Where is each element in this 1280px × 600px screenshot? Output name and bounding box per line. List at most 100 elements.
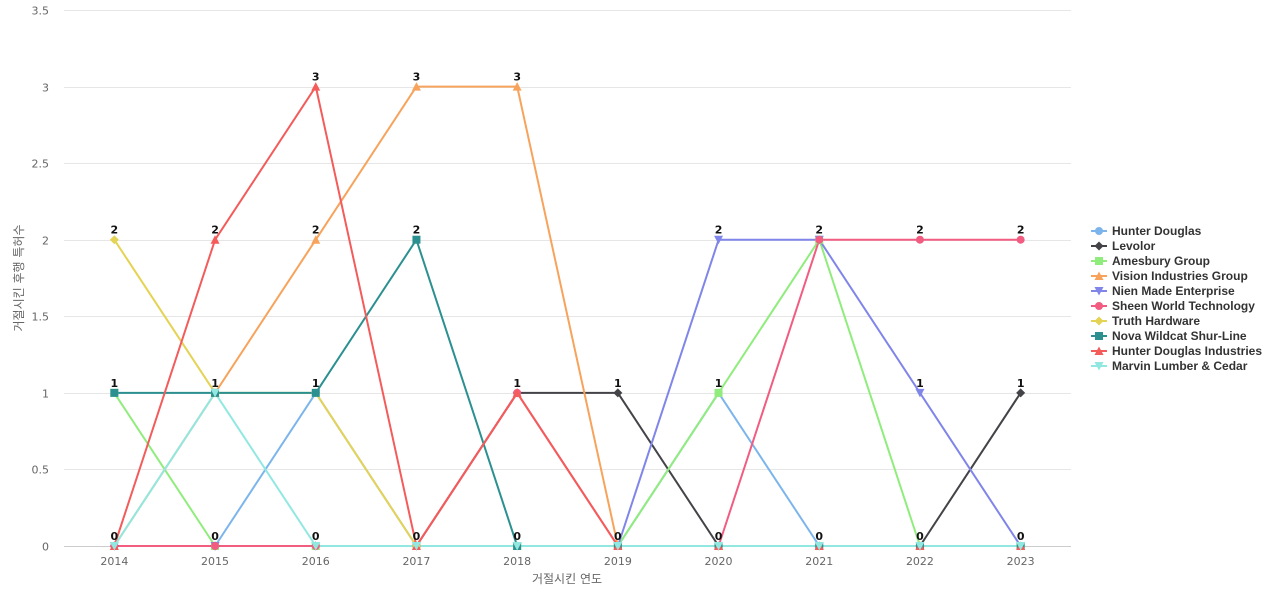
- x-tick-label: 2017: [402, 555, 430, 568]
- data-label: 0: [614, 530, 622, 543]
- data-label: 1: [916, 377, 924, 390]
- legend-item[interactable]: Hunter Douglas Industries: [1091, 344, 1262, 358]
- legend-item[interactable]: Truth Hardware: [1091, 314, 1200, 328]
- legend-label: Nova Wildcat Shur-Line: [1112, 329, 1247, 343]
- data-label: 2: [211, 224, 219, 237]
- data-label: 1: [211, 377, 219, 390]
- data-label: 3: [312, 71, 320, 84]
- data-point: [714, 542, 724, 551]
- legend-marker: [1095, 332, 1103, 340]
- legend-label: Levolor: [1112, 239, 1156, 253]
- data-point: [915, 388, 925, 398]
- data-label: 2: [413, 224, 421, 237]
- x-tick-label: 2021: [805, 555, 833, 568]
- data-point: [714, 388, 723, 397]
- legend-marker: [1095, 227, 1103, 235]
- data-point: [110, 388, 119, 397]
- data-point: [512, 388, 522, 397]
- y-tick-label: 0.5: [32, 464, 50, 477]
- data-point: [211, 542, 220, 550]
- data-point: [915, 235, 924, 244]
- data-label: 2: [1017, 224, 1025, 237]
- legend-label: Hunter Douglas: [1112, 224, 1202, 238]
- data-point: [512, 82, 522, 91]
- legend-item[interactable]: Marvin Lumber & Cedar: [1091, 359, 1248, 373]
- legend-marker: [1094, 241, 1104, 251]
- data-label: 1: [312, 377, 320, 390]
- legend-label: Amesbury Group: [1112, 254, 1210, 268]
- data-label: 0: [111, 530, 119, 543]
- data-label: 0: [715, 530, 723, 543]
- x-tick-label: 2018: [503, 555, 531, 568]
- data-point: [815, 235, 824, 244]
- data-labels: 0 1 2 0 1 2 1 0 2 3 0 3 2 0 1 3 0 1 1 0 2 0 2 0 1 2 0 1 2: [111, 71, 1025, 543]
- series-markers: [109, 82, 1026, 551]
- data-label: 1: [614, 377, 622, 390]
- legend-marker: [1095, 302, 1103, 310]
- y-tick-label: 3.5: [32, 5, 50, 18]
- data-point: [411, 82, 421, 91]
- data-point: [210, 235, 220, 244]
- legend-marker: [1095, 257, 1103, 265]
- data-label: 3: [513, 71, 521, 84]
- y-tick-label: 2.5: [32, 158, 50, 171]
- data-label: 2: [916, 224, 924, 237]
- data-label: 0: [815, 530, 823, 543]
- data-label: 2: [715, 224, 723, 237]
- legend-label: Hunter Douglas Industries: [1112, 344, 1262, 358]
- y-tick-label: 1: [42, 388, 49, 401]
- x-tick-label: 2015: [201, 555, 229, 568]
- y-axis-title: 거절시킨 후행 특허수: [11, 225, 26, 332]
- legend-item[interactable]: Sheen World Technology: [1091, 299, 1255, 313]
- x-tick-label: 2023: [1007, 555, 1035, 568]
- y-tick-label: 3: [42, 82, 49, 95]
- data-label: 2: [111, 224, 119, 237]
- x-axis-ticks: 2014 2015 2016 2017 2018 2019 2020 2021 2022 2023: [100, 555, 1034, 568]
- data-label: 0: [312, 530, 320, 543]
- legend-marker: [1094, 287, 1104, 296]
- data-label: 0: [1017, 530, 1025, 543]
- legend-label: Nien Made Enterprise: [1112, 284, 1235, 298]
- data-point: [311, 388, 320, 397]
- data-label: 2: [815, 224, 823, 237]
- series-line: [113, 391, 1022, 547]
- data-label: 0: [513, 530, 521, 543]
- legend-item[interactable]: Levolor: [1091, 239, 1156, 253]
- x-tick-label: 2016: [302, 555, 330, 568]
- data-point: [411, 542, 421, 551]
- data-point: [1016, 388, 1026, 398]
- y-tick-label: 1.5: [32, 311, 50, 324]
- data-label: 1: [715, 377, 723, 390]
- data-point: [1016, 235, 1025, 244]
- legend-item[interactable]: Amesbury Group: [1091, 254, 1210, 268]
- data-point: [210, 388, 220, 398]
- data-point: [814, 542, 824, 551]
- legend-item[interactable]: Vision Industries Group: [1091, 269, 1248, 283]
- x-tick-label: 2022: [906, 555, 934, 568]
- data-point: [109, 235, 119, 245]
- legend-marker: [1094, 271, 1104, 280]
- data-label: 0: [413, 530, 421, 543]
- data-label: 0: [211, 530, 219, 543]
- data-label: 3: [413, 71, 421, 84]
- legend-label: Marvin Lumber & Cedar: [1112, 359, 1248, 373]
- legend-label: Vision Industries Group: [1112, 269, 1248, 283]
- legend-label: Truth Hardware: [1112, 314, 1200, 328]
- data-point: [109, 542, 119, 551]
- data-point: [412, 235, 421, 244]
- legend-marker: [1094, 316, 1104, 326]
- legend-item[interactable]: Nova Wildcat Shur-Line: [1091, 329, 1247, 343]
- data-label: 1: [1017, 377, 1025, 390]
- series-lines: [113, 85, 1022, 547]
- legend-item[interactable]: Nien Made Enterprise: [1091, 284, 1235, 298]
- data-label: 1: [111, 377, 119, 390]
- y-tick-label: 0: [42, 541, 49, 554]
- y-axis-ticks: 0 0.5 1 1.5 2 2.5 3 3.5: [32, 5, 50, 554]
- x-tick-label: 2019: [604, 555, 632, 568]
- data-point: [915, 542, 925, 551]
- data-point: [311, 542, 321, 551]
- data-point: [613, 388, 623, 398]
- legend-marker: [1094, 362, 1104, 371]
- legend-item[interactable]: Hunter Douglas: [1091, 224, 1202, 238]
